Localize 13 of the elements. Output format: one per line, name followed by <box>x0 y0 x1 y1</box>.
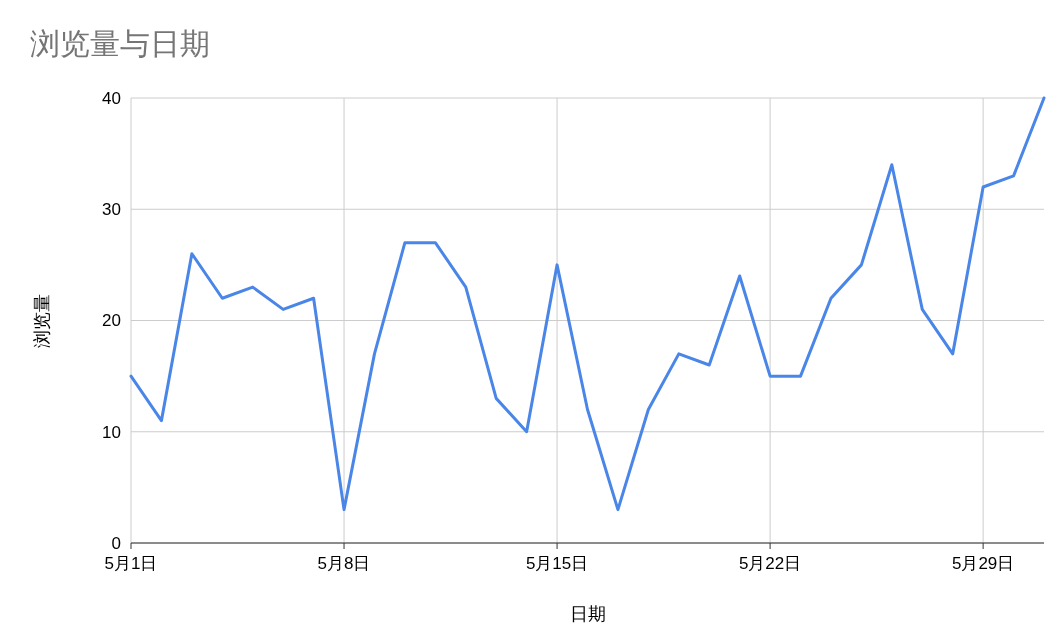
y-tick-label: 40 <box>102 88 121 108</box>
x-tick-label: 5月15日 <box>525 554 589 573</box>
x-tick-label: 5月22日 <box>738 554 802 573</box>
x-tick-label: 5月29日 <box>951 554 1015 573</box>
chart-title: 浏览量与日期 <box>30 27 210 60</box>
x-tick-label: 5月8日 <box>317 554 371 573</box>
x-tick-label: 5月1日 <box>104 554 158 573</box>
x-axis-title: 日期 <box>569 604 606 624</box>
y-tick-label: 20 <box>102 311 121 331</box>
y-tick-label: 10 <box>102 422 121 442</box>
y-tick-label: 0 <box>111 533 121 553</box>
y-tick-label: 30 <box>102 200 121 220</box>
y-axis-title: 浏览量 <box>32 293 52 348</box>
